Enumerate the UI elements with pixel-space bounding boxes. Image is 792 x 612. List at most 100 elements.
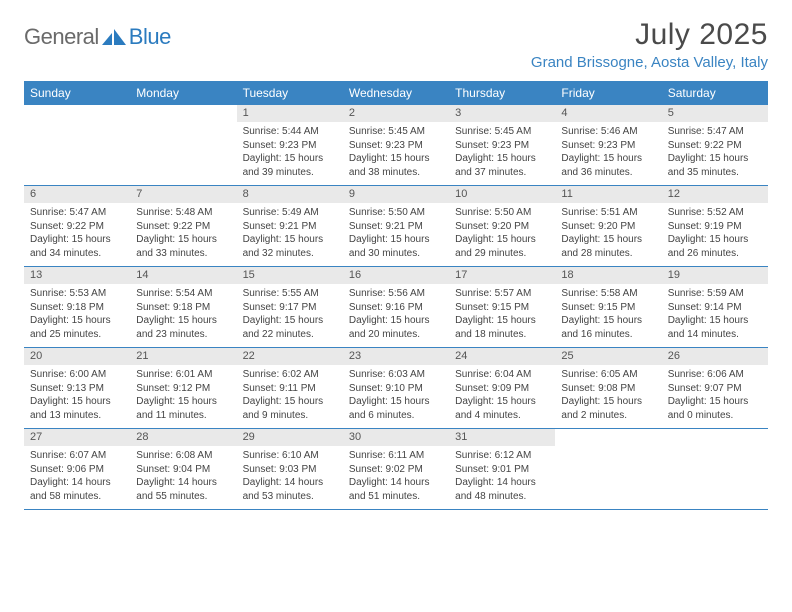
day-body: Sunrise: 6:02 AMSunset: 9:11 PMDaylight:…: [237, 365, 343, 428]
sunset-line: Sunset: 9:14 PM: [668, 301, 762, 315]
daylight-line: Daylight: 15 hours and 6 minutes.: [349, 395, 443, 422]
sunrise-line: Sunrise: 5:52 AM: [668, 206, 762, 220]
sunset-line: Sunset: 9:03 PM: [243, 463, 337, 477]
brand-sail-icon: [102, 29, 126, 45]
calendar-cell: [24, 105, 130, 185]
calendar-cell: 23Sunrise: 6:03 AMSunset: 9:10 PMDayligh…: [343, 348, 449, 428]
day-number: 9: [343, 186, 449, 203]
sunset-line: Sunset: 9:23 PM: [349, 139, 443, 153]
daylight-line: Daylight: 15 hours and 30 minutes.: [349, 233, 443, 260]
day-body: Sunrise: 5:47 AMSunset: 9:22 PMDaylight:…: [24, 203, 130, 266]
day-number: 3: [449, 105, 555, 122]
calendar-cell: 20Sunrise: 6:00 AMSunset: 9:13 PMDayligh…: [24, 348, 130, 428]
day-number: 21: [130, 348, 236, 365]
sunrise-line: Sunrise: 5:53 AM: [30, 287, 124, 301]
day-body: Sunrise: 6:04 AMSunset: 9:09 PMDaylight:…: [449, 365, 555, 428]
header-row: General Blue July 2025 Grand Brissogne, …: [24, 18, 768, 71]
day-number: 1: [237, 105, 343, 122]
calendar-page: General Blue July 2025 Grand Brissogne, …: [0, 0, 792, 528]
daylight-line: Daylight: 14 hours and 48 minutes.: [455, 476, 549, 503]
daylight-line: Daylight: 15 hours and 23 minutes.: [136, 314, 230, 341]
sunset-line: Sunset: 9:06 PM: [30, 463, 124, 477]
daylight-line: Daylight: 15 hours and 0 minutes.: [668, 395, 762, 422]
weekday-label: Friday: [555, 82, 661, 105]
day-body: Sunrise: 5:55 AMSunset: 9:17 PMDaylight:…: [237, 284, 343, 347]
day-body: Sunrise: 6:08 AMSunset: 9:04 PMDaylight:…: [130, 446, 236, 509]
sunset-line: Sunset: 9:18 PM: [136, 301, 230, 315]
daylight-line: Daylight: 15 hours and 35 minutes.: [668, 152, 762, 179]
weekday-label: Sunday: [24, 82, 130, 105]
daylight-line: Daylight: 14 hours and 55 minutes.: [136, 476, 230, 503]
calendar-cell: 9Sunrise: 5:50 AMSunset: 9:21 PMDaylight…: [343, 186, 449, 266]
calendar-week: 27Sunrise: 6:07 AMSunset: 9:06 PMDayligh…: [24, 429, 768, 510]
sunrise-line: Sunrise: 5:48 AM: [136, 206, 230, 220]
daylight-line: Daylight: 15 hours and 14 minutes.: [668, 314, 762, 341]
daylight-line: Daylight: 15 hours and 9 minutes.: [243, 395, 337, 422]
daylight-line: Daylight: 15 hours and 32 minutes.: [243, 233, 337, 260]
calendar-grid: Sunday Monday Tuesday Wednesday Thursday…: [24, 81, 768, 510]
sunrise-line: Sunrise: 5:45 AM: [455, 125, 549, 139]
day-body: Sunrise: 5:58 AMSunset: 9:15 PMDaylight:…: [555, 284, 661, 347]
calendar-cell: 28Sunrise: 6:08 AMSunset: 9:04 PMDayligh…: [130, 429, 236, 509]
day-body: Sunrise: 6:11 AMSunset: 9:02 PMDaylight:…: [343, 446, 449, 509]
month-title: July 2025: [531, 18, 768, 52]
calendar-cell: 19Sunrise: 5:59 AMSunset: 9:14 PMDayligh…: [662, 267, 768, 347]
sunset-line: Sunset: 9:20 PM: [455, 220, 549, 234]
location-subtitle: Grand Brissogne, Aosta Valley, Italy: [531, 54, 768, 71]
calendar-cell: 29Sunrise: 6:10 AMSunset: 9:03 PMDayligh…: [237, 429, 343, 509]
sunset-line: Sunset: 9:17 PM: [243, 301, 337, 315]
daylight-line: Daylight: 15 hours and 22 minutes.: [243, 314, 337, 341]
day-body: Sunrise: 6:07 AMSunset: 9:06 PMDaylight:…: [24, 446, 130, 509]
sunrise-line: Sunrise: 6:10 AM: [243, 449, 337, 463]
day-number: 26: [662, 348, 768, 365]
sunset-line: Sunset: 9:15 PM: [455, 301, 549, 315]
daylight-line: Daylight: 15 hours and 2 minutes.: [561, 395, 655, 422]
day-number: 22: [237, 348, 343, 365]
sunrise-line: Sunrise: 6:03 AM: [349, 368, 443, 382]
calendar-cell: 22Sunrise: 6:02 AMSunset: 9:11 PMDayligh…: [237, 348, 343, 428]
weeks-container: 1Sunrise: 5:44 AMSunset: 9:23 PMDaylight…: [24, 105, 768, 510]
daylight-line: Daylight: 15 hours and 39 minutes.: [243, 152, 337, 179]
day-number: 15: [237, 267, 343, 284]
sunset-line: Sunset: 9:21 PM: [243, 220, 337, 234]
day-number: 12: [662, 186, 768, 203]
calendar-cell: 26Sunrise: 6:06 AMSunset: 9:07 PMDayligh…: [662, 348, 768, 428]
day-body: Sunrise: 5:52 AMSunset: 9:19 PMDaylight:…: [662, 203, 768, 266]
sunset-line: Sunset: 9:22 PM: [136, 220, 230, 234]
calendar-cell: 16Sunrise: 5:56 AMSunset: 9:16 PMDayligh…: [343, 267, 449, 347]
daylight-line: Daylight: 15 hours and 33 minutes.: [136, 233, 230, 260]
calendar-cell: 4Sunrise: 5:46 AMSunset: 9:23 PMDaylight…: [555, 105, 661, 185]
daylight-line: Daylight: 14 hours and 53 minutes.: [243, 476, 337, 503]
calendar-cell: 21Sunrise: 6:01 AMSunset: 9:12 PMDayligh…: [130, 348, 236, 428]
day-body: Sunrise: 6:03 AMSunset: 9:10 PMDaylight:…: [343, 365, 449, 428]
daylight-line: Daylight: 15 hours and 20 minutes.: [349, 314, 443, 341]
daylight-line: Daylight: 15 hours and 34 minutes.: [30, 233, 124, 260]
calendar-cell: 6Sunrise: 5:47 AMSunset: 9:22 PMDaylight…: [24, 186, 130, 266]
sunset-line: Sunset: 9:19 PM: [668, 220, 762, 234]
sunrise-line: Sunrise: 6:02 AM: [243, 368, 337, 382]
day-body: Sunrise: 5:56 AMSunset: 9:16 PMDaylight:…: [343, 284, 449, 347]
sunrise-line: Sunrise: 5:54 AM: [136, 287, 230, 301]
brand-logo: General Blue: [24, 18, 171, 50]
sunset-line: Sunset: 9:23 PM: [455, 139, 549, 153]
calendar-cell: 14Sunrise: 5:54 AMSunset: 9:18 PMDayligh…: [130, 267, 236, 347]
daylight-line: Daylight: 15 hours and 36 minutes.: [561, 152, 655, 179]
day-body: Sunrise: 6:01 AMSunset: 9:12 PMDaylight:…: [130, 365, 236, 428]
daylight-line: Daylight: 15 hours and 16 minutes.: [561, 314, 655, 341]
day-body: Sunrise: 6:12 AMSunset: 9:01 PMDaylight:…: [449, 446, 555, 509]
sunset-line: Sunset: 9:10 PM: [349, 382, 443, 396]
day-body: Sunrise: 5:45 AMSunset: 9:23 PMDaylight:…: [449, 122, 555, 185]
daylight-line: Daylight: 15 hours and 4 minutes.: [455, 395, 549, 422]
calendar-cell: [130, 105, 236, 185]
day-number: 6: [24, 186, 130, 203]
daylight-line: Daylight: 15 hours and 26 minutes.: [668, 233, 762, 260]
sunset-line: Sunset: 9:22 PM: [30, 220, 124, 234]
sunrise-line: Sunrise: 5:47 AM: [30, 206, 124, 220]
title-block: July 2025 Grand Brissogne, Aosta Valley,…: [531, 18, 768, 71]
brand-word1: General: [24, 24, 99, 50]
calendar-cell: 7Sunrise: 5:48 AMSunset: 9:22 PMDaylight…: [130, 186, 236, 266]
day-number: 4: [555, 105, 661, 122]
sunset-line: Sunset: 9:04 PM: [136, 463, 230, 477]
sunset-line: Sunset: 9:22 PM: [668, 139, 762, 153]
weekday-label: Thursday: [449, 82, 555, 105]
